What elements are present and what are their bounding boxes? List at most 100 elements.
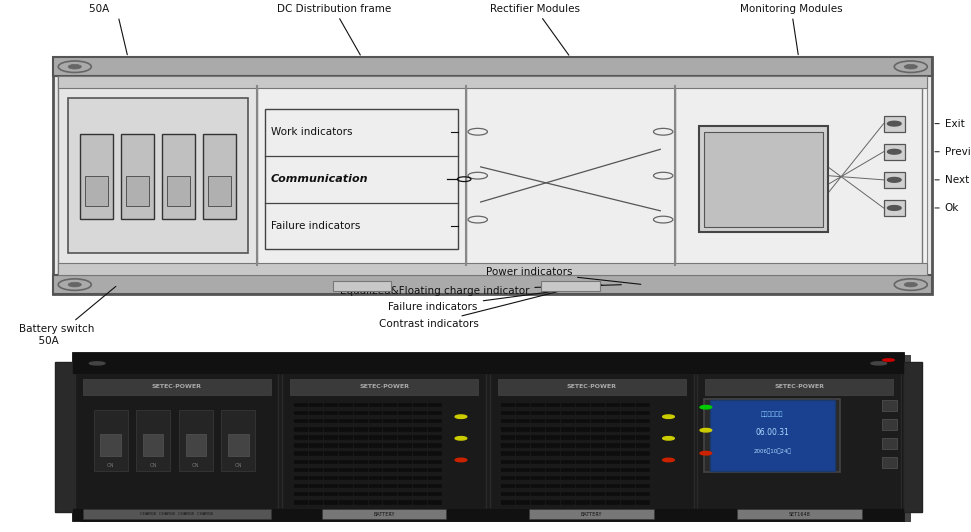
Text: 间接冗余电子: 间接冗余电子: [761, 412, 784, 417]
Bar: [500, 443, 650, 448]
Bar: [100, 434, 121, 455]
Bar: [73, 353, 903, 373]
Bar: [737, 510, 861, 519]
Bar: [283, 373, 486, 509]
Bar: [120, 134, 153, 219]
Text: SETEC·POWER: SETEC·POWER: [359, 385, 409, 389]
Bar: [500, 468, 650, 472]
Bar: [500, 411, 650, 415]
Text: Failure indicators: Failure indicators: [388, 285, 602, 312]
Bar: [265, 109, 458, 250]
Bar: [500, 435, 650, 439]
Bar: [167, 177, 190, 206]
Bar: [73, 353, 903, 520]
Ellipse shape: [662, 437, 674, 440]
Circle shape: [68, 64, 82, 69]
Text: Communication: Communication: [271, 174, 368, 184]
Bar: [185, 434, 206, 455]
Bar: [290, 379, 479, 395]
Bar: [884, 200, 905, 216]
Bar: [293, 500, 442, 504]
Bar: [161, 134, 195, 219]
Bar: [58, 76, 927, 276]
Bar: [136, 410, 170, 471]
Bar: [68, 98, 248, 253]
Text: Exit: Exit: [935, 119, 964, 129]
Ellipse shape: [662, 458, 674, 462]
Bar: [228, 434, 249, 455]
Bar: [55, 362, 75, 512]
Text: Contrast indicators: Contrast indicators: [379, 285, 583, 329]
Bar: [293, 411, 442, 415]
Ellipse shape: [700, 405, 712, 409]
Text: 2006年10月24日: 2006年10月24日: [753, 448, 791, 454]
Text: ON: ON: [192, 463, 200, 468]
Bar: [83, 510, 271, 519]
Ellipse shape: [700, 428, 712, 432]
Circle shape: [887, 121, 901, 126]
Text: SETEC·POWER: SETEC·POWER: [567, 385, 617, 389]
Bar: [58, 76, 257, 276]
Circle shape: [89, 362, 105, 365]
Bar: [293, 427, 442, 431]
Bar: [293, 476, 442, 480]
Circle shape: [887, 149, 901, 154]
Bar: [883, 438, 897, 449]
Circle shape: [887, 178, 901, 182]
Bar: [699, 127, 828, 232]
Bar: [293, 435, 442, 439]
Bar: [84, 177, 108, 206]
Text: Battery switch
      50A: Battery switch 50A: [19, 286, 116, 346]
Text: BATTERY: BATTERY: [374, 512, 395, 517]
Text: Commo load Switch
        50A: Commo load Switch 50A: [63, 0, 167, 55]
Bar: [675, 76, 922, 276]
Bar: [53, 57, 932, 294]
Bar: [58, 263, 927, 276]
Text: Rectifier Modules: Rectifier Modules: [490, 4, 581, 55]
Circle shape: [904, 64, 918, 69]
Bar: [884, 144, 905, 160]
Bar: [83, 379, 271, 395]
Circle shape: [871, 362, 887, 365]
Circle shape: [904, 282, 918, 287]
Bar: [710, 401, 834, 471]
Bar: [497, 379, 686, 395]
Bar: [293, 452, 442, 456]
Bar: [293, 468, 442, 472]
Bar: [203, 134, 236, 219]
Ellipse shape: [700, 452, 712, 455]
Text: BATTERY: BATTERY: [581, 512, 602, 517]
Bar: [221, 410, 255, 471]
Bar: [500, 492, 650, 496]
Ellipse shape: [455, 458, 467, 462]
Bar: [500, 476, 650, 480]
Bar: [489, 373, 693, 509]
Bar: [293, 484, 442, 488]
Ellipse shape: [455, 437, 467, 440]
Text: Previous: Previous: [935, 147, 971, 157]
Text: SETEC·POWER: SETEC·POWER: [151, 385, 202, 389]
Text: DC Distribution frame: DC Distribution frame: [277, 4, 391, 55]
Bar: [500, 452, 650, 456]
Text: ON: ON: [150, 463, 157, 468]
Bar: [500, 484, 650, 488]
Bar: [705, 379, 893, 395]
Bar: [293, 443, 442, 448]
Bar: [257, 76, 466, 276]
Bar: [53, 57, 932, 76]
Circle shape: [887, 205, 901, 210]
Bar: [704, 131, 823, 227]
Text: CHARGE  CHARGE  CHARGE  CHARGE: CHARGE CHARGE CHARGE CHARGE: [140, 512, 214, 516]
Bar: [179, 410, 213, 471]
Bar: [884, 172, 905, 188]
Bar: [322, 510, 447, 519]
Bar: [53, 276, 932, 294]
Bar: [883, 401, 897, 411]
Text: Equalized&Floating charge indicator: Equalized&Floating charge indicator: [340, 285, 621, 295]
Text: Power indicators: Power indicators: [486, 267, 641, 284]
Text: 06.00.31: 06.00.31: [755, 428, 789, 437]
Bar: [293, 492, 442, 496]
Text: SETEC·POWER: SETEC·POWER: [774, 385, 824, 389]
Bar: [903, 362, 922, 512]
Text: Next: Next: [935, 175, 969, 185]
